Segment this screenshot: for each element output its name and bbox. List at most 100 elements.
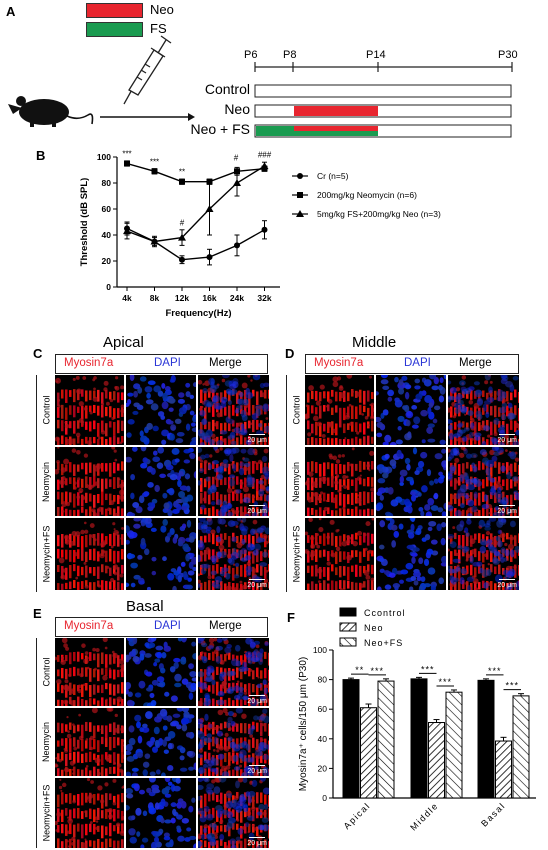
- tick-p30: P30: [498, 49, 518, 61]
- merge-image: [448, 447, 519, 516]
- series-1-point: [124, 160, 130, 167]
- middle-row-label-neomycin-fs: Neomycin+FS: [291, 525, 301, 583]
- basal-header-dapi: DAPI: [154, 620, 181, 632]
- significance-mark: ***: [421, 664, 435, 674]
- series-line-1: [126, 162, 265, 183]
- dapi-image: [376, 375, 446, 445]
- significance-mark: ***: [122, 150, 131, 159]
- mouse-icon: [8, 96, 94, 127]
- y-axis-label: Myosin7a⁺ cells/150 μm (P30): [298, 657, 309, 791]
- neo-bar-red: [294, 106, 378, 116]
- middle-row-label-control: Control: [291, 395, 302, 425]
- x-tick-label: 24k: [230, 293, 244, 303]
- y-tick-label: 60: [318, 704, 328, 714]
- dapi-image: [126, 375, 196, 445]
- dapi-image: [376, 518, 446, 590]
- scale-bar: [249, 695, 265, 696]
- x-tick-label: 16k: [202, 293, 216, 303]
- bar-apical-0: [342, 679, 360, 799]
- dapi-image: [126, 518, 196, 590]
- apical-header-myosin: Myosin7a: [64, 357, 114, 369]
- scale-bar-label: 20 μm: [247, 768, 267, 775]
- scale-bar: [249, 837, 265, 838]
- apical-title: Apical: [103, 334, 144, 351]
- tile-dapi-row2: [126, 447, 196, 516]
- series-line-0: [126, 227, 265, 261]
- merge-image: [198, 447, 269, 516]
- y-tick-label: 40: [102, 230, 112, 240]
- merge-image: [198, 518, 269, 590]
- legend-fs-label: FS: [150, 21, 167, 36]
- neo-fs-bar-red: [294, 126, 378, 131]
- tick-p6: P6: [244, 49, 258, 61]
- apical-row-label-neomycin-fs: Neomycin+FS: [41, 525, 51, 583]
- row-label-control: Control: [204, 81, 250, 97]
- basal-row-label-control: Control: [41, 657, 52, 687]
- basal-title: Basal: [126, 598, 164, 615]
- significance-mark: ###: [258, 151, 272, 160]
- y-tick-label: 80: [102, 178, 112, 188]
- timeline-axis: [254, 62, 513, 72]
- myosin-image: [55, 778, 124, 848]
- significance-mark: #: [180, 219, 185, 228]
- series-1-point: [206, 178, 213, 185]
- myosin-image: [55, 638, 124, 706]
- tick-p8: P8: [283, 49, 297, 61]
- y-tick-label: 100: [97, 152, 111, 162]
- dapi-image: [376, 447, 446, 516]
- tile-dapi-row3: [376, 518, 446, 590]
- series-0-point: [206, 254, 213, 261]
- apical-header: Myosin7a DAPI Merge: [55, 354, 268, 374]
- x-tick-label: Middle: [408, 800, 440, 832]
- y-axis-label: Threshold (dB SPL): [79, 178, 90, 267]
- tile-merge-row2: 20 μm: [198, 708, 269, 776]
- legend-swatch: [339, 622, 357, 632]
- apical-row-label-neomycin: Neomycin: [41, 461, 52, 503]
- tile-myosin-row1: [305, 375, 374, 445]
- x-tick-label: Basal: [479, 800, 507, 828]
- myosin-image: [305, 375, 374, 445]
- myosin-image: [55, 708, 124, 776]
- legend-label: Cr (n=5): [317, 171, 349, 181]
- tile-myosin-row3: [55, 778, 124, 848]
- bar-middle-1: [428, 722, 445, 799]
- myosin-image: [305, 447, 374, 516]
- myosin-bar-chart: 0 20 40 60 80 100 Myosin7a⁺ cells/150 μm (P30)…: [298, 607, 536, 833]
- tile-merge-row1: 20 μm: [448, 375, 519, 445]
- bar-basal-2: [512, 695, 530, 799]
- legend-marker: [297, 192, 303, 198]
- significance-mark: ***: [150, 157, 159, 166]
- syringe-icon: [123, 35, 172, 105]
- scale-bar: [499, 579, 515, 580]
- panel-label-a: A: [6, 4, 16, 19]
- x-tick-label: 12k: [175, 293, 189, 303]
- y-tick-label: 0: [322, 793, 327, 803]
- row-label-neo-fs: Neo + FS: [190, 121, 250, 137]
- panel-label-f: F: [287, 610, 295, 625]
- significance-mark: **: [179, 168, 185, 177]
- legend-neo-swatch: [86, 3, 143, 18]
- x-tick-label: 4k: [122, 293, 132, 303]
- x-axis-label: Frequency(Hz): [166, 308, 232, 319]
- legend-label: 5mg/kg FS+200mg/kg Neo (n=3): [317, 209, 441, 219]
- dapi-image: [126, 708, 196, 776]
- series-2-point: [150, 237, 159, 245]
- merge-image: [198, 778, 269, 848]
- y-tick-label: 20: [318, 763, 328, 773]
- tile-merge-row1: 20 μm: [198, 638, 269, 706]
- row-label-neo: Neo: [224, 101, 250, 117]
- tile-merge-row2: 20 μm: [448, 447, 519, 516]
- tile-dapi-row1: [126, 375, 196, 445]
- series-2-point: [233, 179, 241, 186]
- tile-myosin-row3: [305, 518, 374, 590]
- legend-label: Ccontrol: [364, 608, 406, 618]
- scale-bar-label: 20 μm: [247, 840, 267, 847]
- tile-dapi-row1: [126, 638, 196, 706]
- series-2-point: [205, 205, 214, 212]
- middle-header: Myosin7a DAPI Merge: [305, 354, 519, 374]
- x-tick-label: 32k: [257, 293, 271, 303]
- legend-swatch: [339, 607, 357, 617]
- tile-dapi-row3: [126, 518, 196, 590]
- myosin-image: [305, 518, 374, 590]
- y-tick-label: 0: [106, 282, 111, 292]
